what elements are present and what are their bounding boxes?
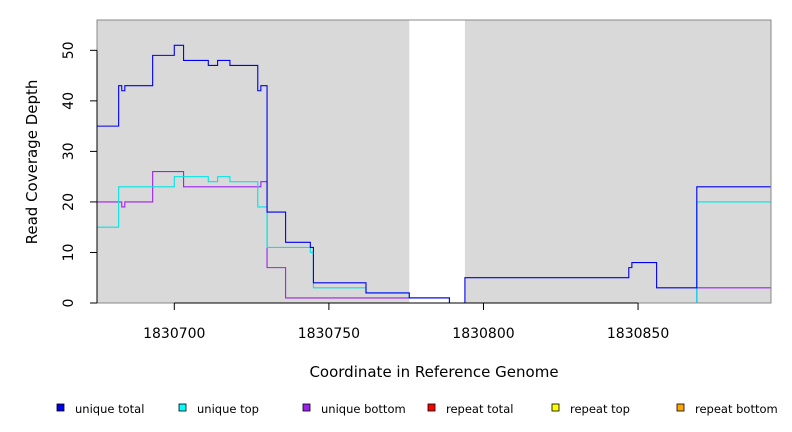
legend-label: unique bottom [321, 402, 406, 416]
legend-swatch [56, 403, 65, 412]
legend-swatch [676, 403, 685, 412]
x-axis: 1830700 1830750 1830800 1830850 [143, 302, 669, 342]
legend-swatch [551, 403, 560, 412]
legend-label: unique total [75, 402, 144, 416]
y-tick-label: 30 [61, 142, 77, 160]
x-tick-label: 1830850 [607, 326, 669, 342]
y-tick-label: 10 [61, 244, 77, 262]
shaded-region-0 [97, 20, 410, 303]
y-tick-label: 0 [61, 299, 77, 308]
y-tick-label: 40 [61, 92, 77, 110]
x-tick-label: 1830750 [298, 326, 360, 342]
legend-label: repeat top [570, 402, 630, 416]
legend-swatch [302, 403, 311, 412]
legend-swatch [427, 403, 436, 412]
series-unique-total [97, 44, 771, 304]
shaded-region-layer [97, 20, 771, 303]
shaded-region-1 [464, 20, 771, 303]
x-tick-label: 1830800 [452, 326, 514, 342]
x-tick-label: 1830700 [143, 326, 205, 342]
x-axis-label: Coordinate in Reference Genome [309, 363, 558, 381]
legend-label: repeat bottom [695, 402, 778, 416]
y-tick-label: 50 [61, 41, 77, 59]
legend-label: unique top [197, 402, 259, 416]
legend-swatch [178, 403, 187, 412]
y-axis-label: Read Coverage Depth [23, 80, 41, 245]
legend: unique total unique top unique bottom repea… [56, 402, 778, 416]
legend-label: repeat total [446, 402, 513, 416]
y-tick-label: 20 [61, 193, 77, 211]
y-axis: 0 10 20 30 40 50 [61, 41, 98, 308]
